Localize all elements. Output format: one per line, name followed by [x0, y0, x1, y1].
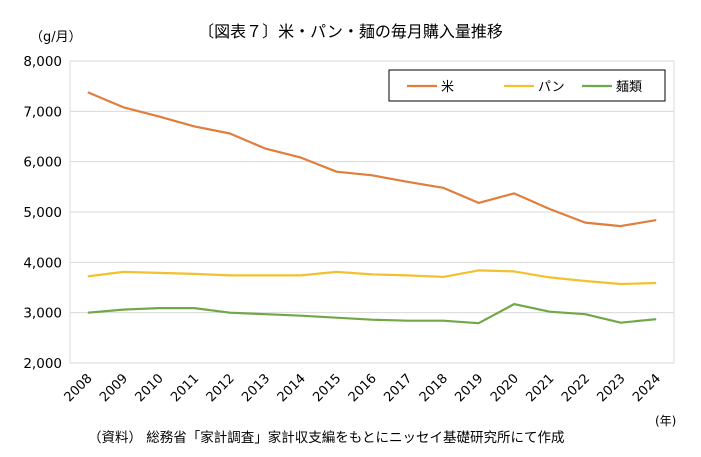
x-tick-label: 2017	[381, 371, 415, 405]
grid-lines	[70, 60, 674, 364]
x-tick-label: 2021	[523, 371, 557, 405]
x-tick-label: 2009	[97, 371, 131, 405]
legend-label: パン	[538, 80, 565, 95]
x-tick-label: 2022	[559, 371, 593, 405]
y-tick-label: 5,000	[23, 205, 62, 221]
legend: 米 パン 麺類	[388, 69, 666, 102]
y-axis-ticks: 2,000 3,000 4,000 5,000 6,000 7,000 8,000	[23, 54, 62, 372]
x-tick-label: 2019	[452, 371, 486, 405]
y-tick-label: 3,000	[23, 306, 62, 322]
chart-title: 〔図表７〕米・パン・麺の毎月購入量推移	[198, 22, 503, 41]
x-tick-label: 2018	[417, 371, 451, 405]
x-tick-label: 2024	[630, 371, 664, 405]
y-tick-label: 2,000	[23, 356, 62, 372]
x-tick-label: 2011	[168, 371, 202, 405]
series-line-2	[87, 269, 657, 286]
series-line-3	[87, 303, 657, 325]
source-note: （資料） 総務省「家計調査」家計収支編をもとにニッセイ基礎研究所にて作成	[88, 430, 565, 446]
x-tick-label: 2015	[310, 371, 344, 405]
legend-label: 麺類	[616, 80, 642, 95]
legend-label: 米	[441, 80, 454, 95]
x-tick-label: 2012	[204, 371, 238, 405]
x-tick-label: 2010	[133, 371, 167, 405]
series-line-1	[87, 91, 657, 228]
x-unit-label: (年)	[655, 414, 677, 428]
y-unit-label: （g/月）	[30, 30, 82, 45]
y-tick-label: 7,000	[23, 104, 62, 120]
series-lines	[87, 91, 657, 325]
y-tick-label: 4,000	[23, 255, 62, 271]
plot-area	[69, 60, 675, 364]
x-tick-label: 2014	[275, 371, 309, 405]
x-axis-ticks: 2008 2009 2010 2011 2012 2013 2014 2015 2016 2017…	[62, 371, 664, 405]
x-tick-label: 2013	[239, 371, 273, 405]
x-tick-label: 2008	[62, 371, 96, 405]
y-tick-label: 8,000	[23, 54, 62, 70]
x-tick-label: 2020	[488, 371, 522, 405]
y-tick-label: 6,000	[23, 155, 62, 171]
x-tick-label: 2023	[595, 371, 629, 405]
x-tick-label: 2016	[346, 371, 380, 405]
